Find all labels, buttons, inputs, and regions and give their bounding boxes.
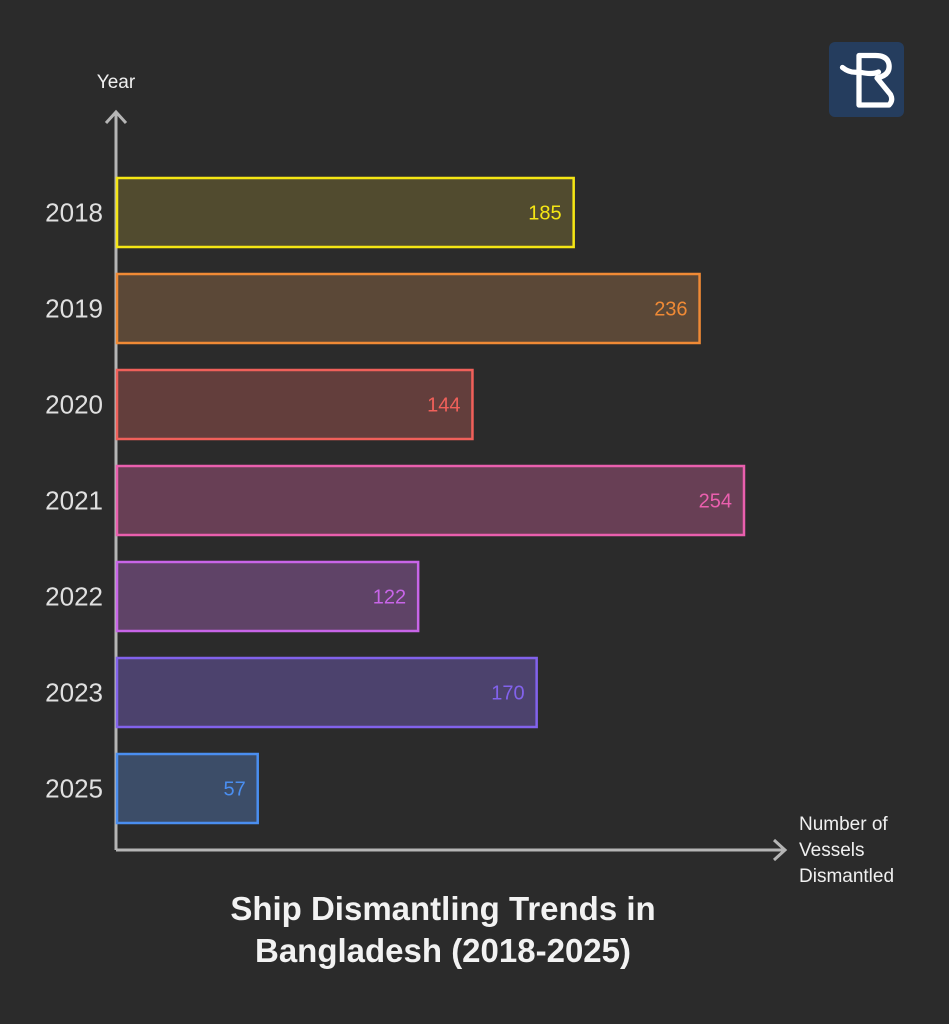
year-tick-label-2021: 2021 <box>45 486 103 516</box>
x-axis-title-line-2: Vessels <box>799 840 864 861</box>
year-tick-label-2020: 2020 <box>45 390 103 420</box>
year-tick-label-2019: 2019 <box>45 294 103 324</box>
bar-2025 <box>115 752 259 825</box>
bar-2020 <box>115 368 474 441</box>
chart-title-line-2: Bangladesh (2018-2025) <box>255 932 631 969</box>
bar-2023 <box>115 656 538 729</box>
bar-2021 <box>115 464 746 537</box>
y-axis-arrow-icon <box>104 109 128 125</box>
brand-logo-icon <box>839 52 895 108</box>
value-label-2019: 236 <box>654 299 687 321</box>
bar-2022 <box>115 560 420 633</box>
year-tick-label-2018: 2018 <box>45 198 103 228</box>
value-label-2020: 144 <box>427 395 460 417</box>
year-tick-label-2023: 2023 <box>45 678 103 708</box>
chart-title-line-1: Ship Dismantling Trends in <box>230 890 655 927</box>
bars-group: 185 2018 236 2019 144 2020 254 2021 122 2022 170 20… <box>45 176 746 825</box>
bar-2018 <box>115 176 575 249</box>
value-label-2025: 57 <box>223 779 245 801</box>
year-tick-label-2022: 2022 <box>45 582 103 612</box>
value-label-2023: 170 <box>491 683 524 705</box>
value-label-2022: 122 <box>373 587 406 609</box>
year-tick-label-2025: 2025 <box>45 774 103 804</box>
bar-2019 <box>115 272 701 345</box>
y-axis-title: Year <box>97 72 136 93</box>
x-axis-arrow-icon <box>772 838 788 862</box>
value-label-2021: 254 <box>699 491 732 513</box>
brand-logo <box>829 42 904 117</box>
x-axis-title-line-3: Dismantled <box>799 866 894 887</box>
x-axis-title-line-1: Number of <box>799 814 888 835</box>
value-label-2018: 185 <box>528 203 561 225</box>
